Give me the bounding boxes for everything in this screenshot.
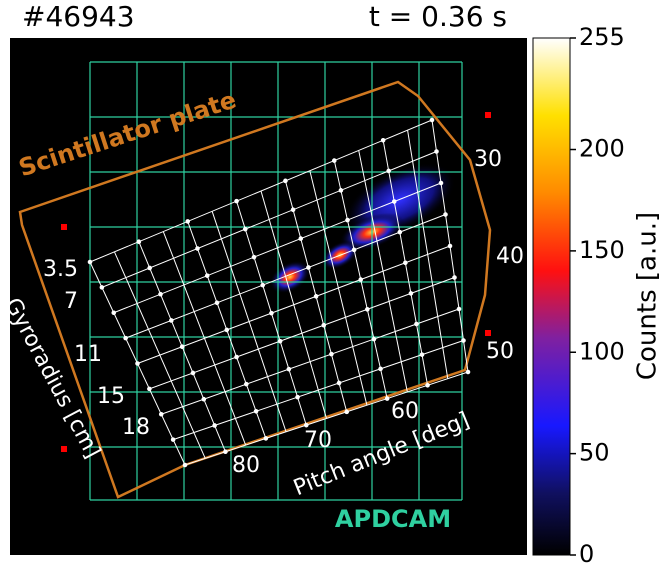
mesh-line: [309, 170, 368, 406]
mesh-line: [89, 261, 186, 466]
colorbar-tick-label: 150: [579, 236, 625, 264]
mesh-line: [138, 241, 226, 452]
mesh-line: [187, 221, 267, 439]
mesh-line: [333, 160, 388, 399]
camera-frame: [10, 38, 527, 555]
mesh-line: [162, 231, 247, 446]
pitch-tick: 60: [391, 399, 419, 424]
marker: [485, 112, 491, 118]
gyroradius-tick: 15: [97, 384, 125, 409]
mesh-line: [260, 190, 327, 419]
colorbar-tick-label: 0: [579, 540, 594, 568]
marker: [61, 224, 67, 230]
pitch-tick: 40: [496, 244, 524, 269]
mesh-line: [211, 211, 287, 432]
colorbar-tick-label: 50: [579, 439, 610, 467]
plate-outline: [18, 80, 492, 499]
colorbar: [532, 37, 571, 556]
gyroradius-tick: 18: [122, 415, 150, 440]
colorbar-label: Counts [a.u.]: [633, 212, 663, 380]
camera-grid: [89, 61, 463, 501]
marker: [61, 446, 67, 452]
pitch-tick: 30: [474, 147, 502, 172]
signal: [269, 260, 311, 294]
camera-label: APDCAM: [335, 505, 451, 533]
pitch-tick: 50: [486, 339, 514, 364]
mesh-line: [236, 200, 307, 426]
colorbar-tick-label: 200: [579, 135, 625, 163]
shot-number: #46943: [22, 0, 135, 33]
mesh-line: [358, 150, 408, 393]
mesh-line: [382, 140, 429, 386]
gyroradius-tick: 11: [74, 342, 102, 367]
mesh-line: [284, 180, 348, 412]
marker: [485, 330, 491, 336]
colorbar-tick-label: 255: [579, 23, 625, 51]
gyroradius-tick: 7: [64, 289, 78, 314]
pitch-tick: 70: [304, 428, 332, 453]
colorbar-tick-label: 100: [579, 337, 625, 365]
mesh-line: [407, 130, 449, 379]
mesh-line: [431, 119, 469, 373]
gyroradius-tick: 3.5: [43, 257, 78, 282]
mesh-line: [113, 251, 206, 459]
time: t = 0.36 s: [369, 0, 507, 33]
strike-map: [87, 117, 471, 468]
pitch-tick: 80: [232, 453, 260, 478]
